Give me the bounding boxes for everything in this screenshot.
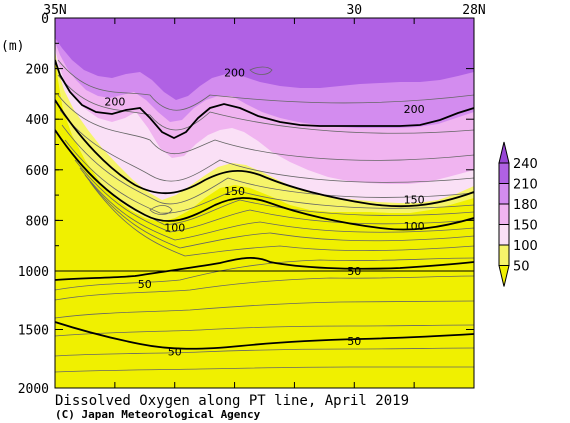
y-tick-label: 600 (26, 164, 49, 179)
contour-label: 100 (404, 220, 425, 233)
plot-frame (54, 17, 475, 389)
contour-label: 200 (104, 95, 125, 108)
latitude-labels: 35N 30 28N (43, 3, 485, 18)
legend-swatch (498, 224, 510, 246)
band-above-210 (55, 18, 474, 100)
y-ticks (55, 17, 474, 389)
y-tick-label: 400 (26, 113, 49, 128)
legend-swatch (498, 162, 510, 184)
y-unit-label: (m) (1, 39, 24, 54)
latitude-label: 30 (346, 3, 362, 18)
latitude-label: 35N (43, 3, 66, 18)
y-tick-label: 800 (26, 214, 49, 229)
y-tick-label: 200 (26, 63, 49, 78)
contour-200 (55, 59, 474, 140)
contour-50-upper (55, 257, 474, 281)
contour-label: 150 (224, 185, 245, 198)
y-tick-labels: 0 200 400 600 800 1000 1500 2000 (18, 12, 49, 397)
contour-fill (55, 18, 474, 388)
latitude-label: 28N (462, 3, 485, 18)
legend-swatch (498, 244, 510, 266)
legend-label: 210 (513, 178, 538, 193)
major-contours (55, 59, 474, 350)
contour-label: 200 (404, 103, 425, 116)
contour-label: 200 (224, 66, 245, 79)
y-tick-label: 2000 (18, 382, 49, 397)
chart-title: Dissolved Oxygen along PT line, April 20… (55, 393, 409, 409)
contour-labels: 200 200 200 150 150 100 100 50 50 50 50 (104, 66, 425, 359)
contour-label: 50 (347, 335, 361, 348)
contour-50-lower (55, 321, 474, 350)
y-tick-label: 1000 (18, 265, 49, 280)
legend-swatch (498, 183, 510, 205)
legend-label: 50 (513, 260, 530, 275)
x-ticks (54, 18, 475, 388)
contour-label: 100 (164, 221, 185, 234)
y-tick-label: 1500 (18, 324, 49, 339)
contour-label: 150 (404, 194, 425, 207)
y-tick-label: 0 (41, 12, 49, 27)
contour-100 (55, 129, 474, 231)
chart-credit: (C) Japan Meteorological Agency (55, 408, 261, 421)
legend-label: 150 (513, 219, 538, 234)
legend-min-triangle (498, 265, 510, 287)
legend-swatch (498, 203, 510, 225)
contour-150 (55, 99, 474, 208)
contour-label: 50 (347, 265, 361, 278)
legend-label: 180 (513, 198, 538, 213)
legend-label: 240 (513, 157, 538, 172)
contour-label: 50 (138, 278, 152, 291)
contour-label: 50 (168, 346, 182, 359)
thin-contours (55, 59, 474, 373)
legend-max-triangle (498, 141, 510, 164)
legend-colorbar: 50 100 150 180 210 240 (498, 141, 538, 287)
legend-label: 100 (513, 239, 538, 254)
